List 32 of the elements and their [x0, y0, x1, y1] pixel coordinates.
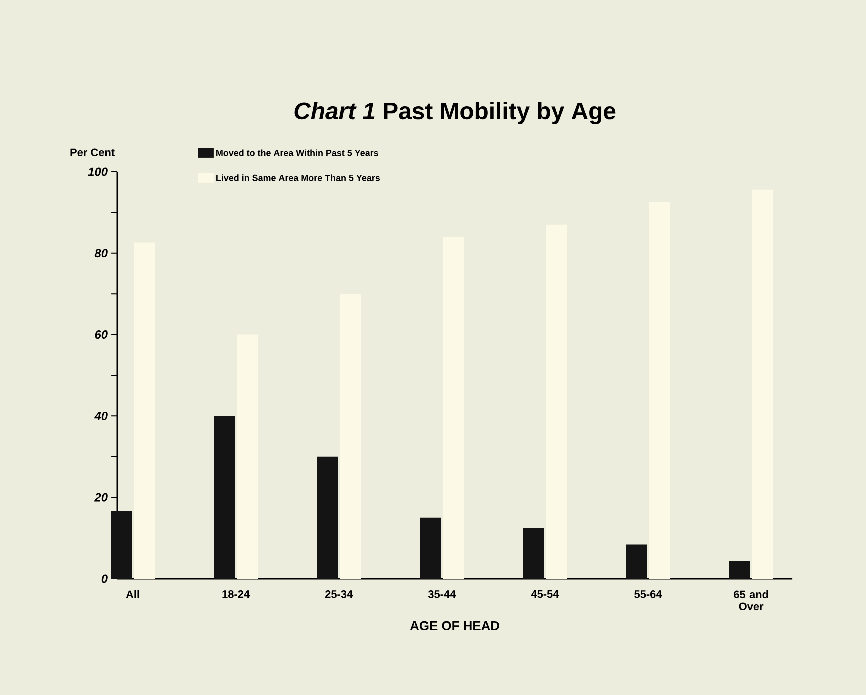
- y-tick-label: 80: [94, 249, 108, 258]
- x-tick-label: 25-34: [325, 590, 354, 598]
- y-tick-label: 0: [102, 574, 108, 584]
- legend-label: Lived in Same Area More Than 5 Years: [216, 174, 380, 182]
- chart-title: Chart 1 Past Mobility by Age: [294, 102, 616, 124]
- y-axis-title: Per Cent: [70, 148, 115, 156]
- bar: [752, 190, 774, 579]
- y-tick-label: 40: [94, 412, 108, 420]
- x-tick-label: 45-54: [531, 590, 560, 598]
- x-tick-label: 18-24: [222, 590, 250, 598]
- bar: [317, 456, 338, 579]
- bar: [134, 242, 156, 579]
- y-tick-label: 60: [95, 330, 108, 340]
- bar: [729, 561, 750, 579]
- x-tick-label: All: [126, 590, 140, 598]
- y-tick-label: 100: [88, 168, 108, 176]
- bar: [237, 334, 258, 579]
- bar: [546, 224, 568, 579]
- x-tick-label: 65 and Over: [734, 590, 768, 611]
- y-tick-label: 20: [94, 493, 108, 502]
- bar: [523, 528, 544, 579]
- bar: [214, 416, 236, 579]
- x-tick-label: 55-64: [634, 590, 662, 598]
- bar: [111, 511, 132, 579]
- bar: [340, 294, 362, 579]
- legend-label: Moved to the Area Within Past 5 Years: [216, 150, 378, 156]
- bar: [420, 518, 442, 579]
- x-axis-title: AGE OF HEAD: [410, 621, 500, 631]
- x-tick-label: 35-44: [428, 590, 456, 598]
- bar: [443, 237, 464, 579]
- bar: [626, 544, 648, 579]
- bar: [649, 202, 670, 579]
